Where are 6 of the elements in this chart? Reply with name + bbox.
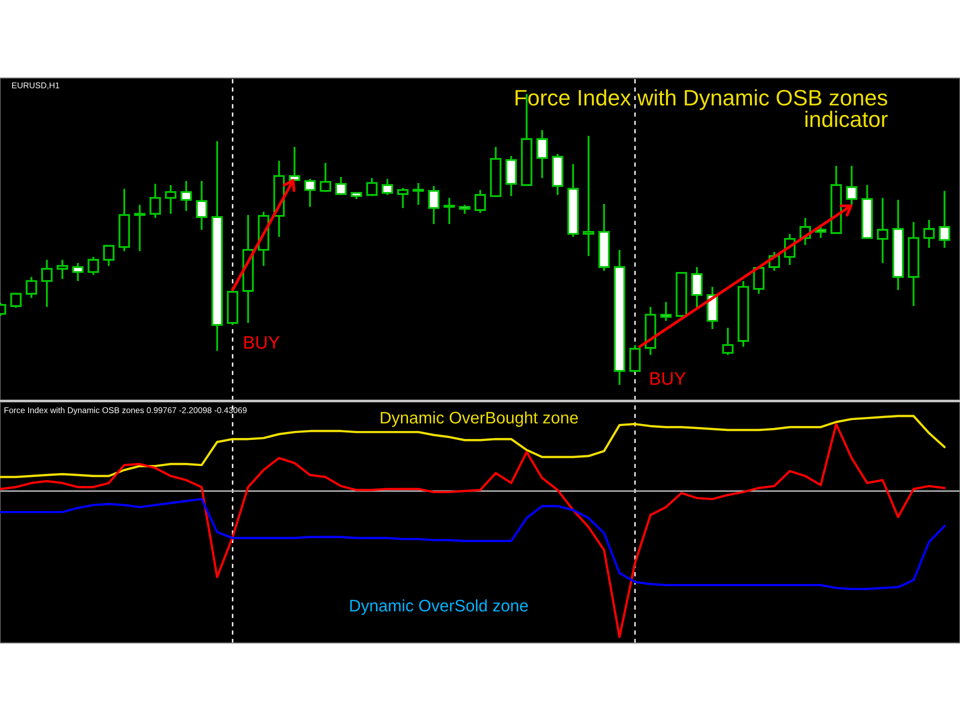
chart-title: Force Index with Dynamic OSB zones 0.99767 -2.20098 -0.43069 xyxy=(4,407,247,415)
chart-subtitle: EURUSD,H1 xyxy=(12,82,60,90)
annotation: Dynamic OverSold zone xyxy=(350,599,528,615)
annotation: Dynamic OverBought zone xyxy=(380,411,578,427)
annotation: BUY xyxy=(650,372,686,385)
annotation: BUY xyxy=(244,336,280,349)
